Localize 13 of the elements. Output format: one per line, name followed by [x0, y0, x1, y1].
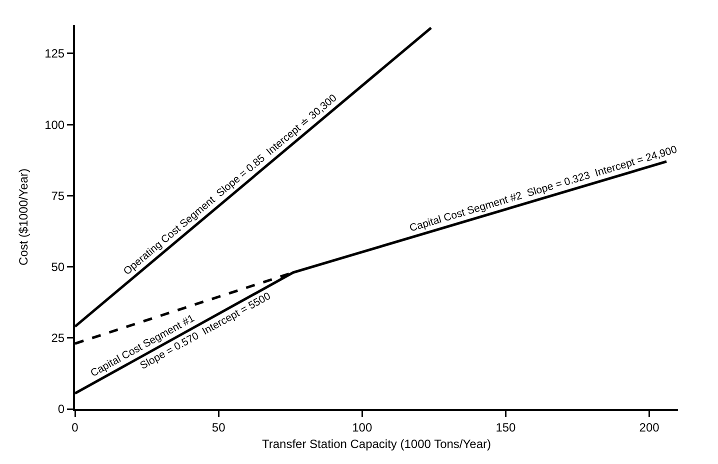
x-tick-label: 50: [212, 420, 226, 434]
x-tick-label: 100: [352, 420, 372, 434]
y-tick-label: 75: [51, 188, 65, 203]
y-tick-label: 100: [44, 118, 65, 132]
y-tick-label: 0: [58, 402, 65, 416]
x-axis-title: Transfer Station Capacity (1000 Tons/Year): [262, 436, 492, 451]
y-tick-label: 125: [44, 46, 65, 61]
y-tick-label: 25: [51, 331, 65, 346]
x-tick-label: 0: [72, 420, 79, 434]
x-tick-label: 150: [496, 420, 516, 434]
y-tick-label: 50: [51, 260, 65, 274]
x-tick-label: 200: [639, 420, 660, 434]
y-axis-title: Cost ($1000/Year): [16, 168, 30, 266]
